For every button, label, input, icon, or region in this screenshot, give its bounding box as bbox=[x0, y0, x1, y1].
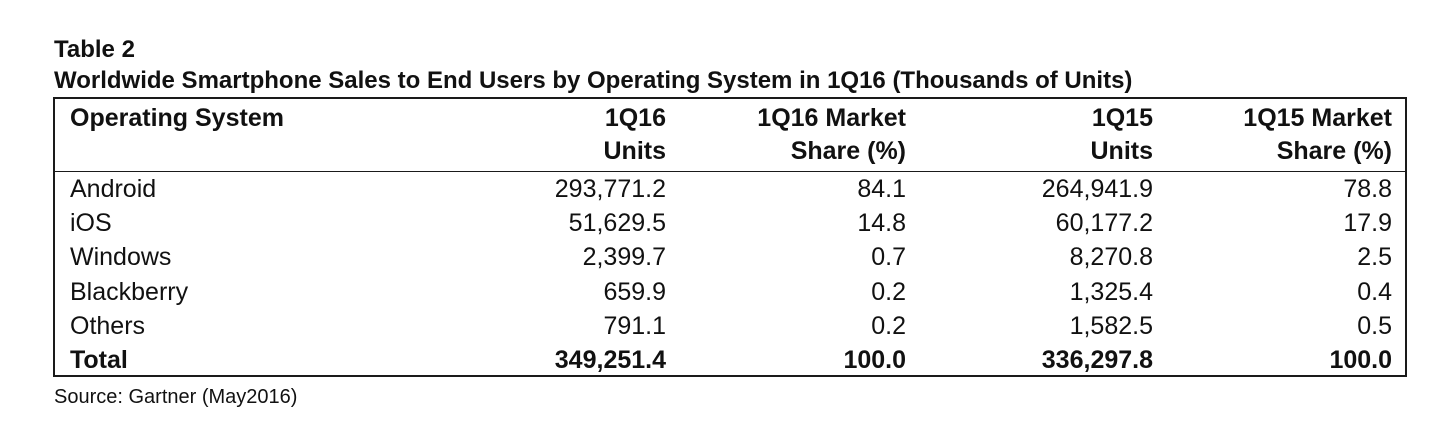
cell-share-1q15: 2.5 bbox=[1357, 243, 1392, 272]
column-header-line: Units bbox=[603, 137, 667, 165]
cell-share-1q15: 78.8 bbox=[1343, 175, 1392, 203]
table-row: iOS 51,629.5 14.8 60,177.2 17.9 bbox=[55, 206, 1405, 240]
column-header-units-1q15: 1Q15 Units bbox=[1091, 102, 1154, 168]
column-header-line: 1Q16 Market bbox=[757, 104, 906, 132]
cell-share-1q15: 100.0 bbox=[1329, 346, 1392, 374]
table-row: Others 791.1 0.2 1,582.5 0.5 bbox=[55, 309, 1405, 343]
cell-os: Windows bbox=[70, 243, 172, 272]
source-note: Source: Gartner (May2016) bbox=[54, 386, 298, 408]
table-total-row: Total 349,251.4 100.0 336,297.8 100.0 bbox=[55, 343, 1405, 377]
table-header-row: Operating System 1Q16 Units 1Q16 Market Shar… bbox=[55, 102, 1405, 170]
cell-os: Others bbox=[70, 311, 146, 340]
cell-share-1q16: 0.2 bbox=[871, 277, 906, 306]
cell-units-1q15: 8,270.8 bbox=[1069, 243, 1153, 272]
table-subtitle: Worldwide Smartphone Sales to End Users … bbox=[54, 67, 1133, 94]
cell-units-1q16: 293,771.2 bbox=[554, 175, 666, 203]
column-header-line: 1Q15 bbox=[1091, 104, 1153, 132]
cell-share-1q15: 0.5 bbox=[1357, 311, 1392, 340]
column-header-line: Share (%) bbox=[790, 137, 906, 165]
cell-units-1q16: 791.1 bbox=[603, 311, 666, 340]
column-header-line: 1Q15 Market bbox=[1243, 104, 1392, 132]
cell-os: iOS bbox=[70, 209, 112, 238]
cell-units-1q16: 51,629.5 bbox=[568, 209, 666, 238]
column-header-line: 1Q16 bbox=[604, 104, 666, 132]
cell-share-1q15: 17.9 bbox=[1343, 209, 1392, 238]
cell-units-1q15: 1,325.4 bbox=[1069, 277, 1153, 306]
cell-os: Blackberry bbox=[70, 277, 189, 306]
data-table: Operating System 1Q16 Units 1Q16 Market Shar… bbox=[53, 97, 1407, 377]
cell-share-1q16: 100.0 bbox=[843, 346, 906, 374]
table-title: Table 2 bbox=[54, 36, 135, 63]
cell-units-1q16: 349,251.4 bbox=[554, 346, 666, 374]
cell-units-1q16: 659.9 bbox=[603, 277, 666, 306]
cell-share-1q16: 0.7 bbox=[871, 243, 906, 272]
cell-share-1q15: 0.4 bbox=[1357, 277, 1392, 306]
cell-os: Android bbox=[70, 175, 157, 203]
column-header-line: Operating System bbox=[70, 104, 284, 132]
cell-share-1q16: 84.1 bbox=[857, 175, 906, 203]
table-row: Android 293,771.2 84.1 264,941.9 78.8 bbox=[55, 172, 1405, 206]
cell-units-1q16: 2,399.7 bbox=[582, 243, 666, 272]
column-header-os: Operating System bbox=[70, 102, 284, 135]
cell-share-1q16: 14.8 bbox=[857, 209, 906, 238]
cell-share-1q16: 0.2 bbox=[871, 311, 906, 340]
column-header-share-1q15: 1Q15 Market Share (%) bbox=[1243, 102, 1392, 168]
table-row: Windows 2,399.7 0.7 8,270.8 2.5 bbox=[55, 240, 1405, 274]
cell-units-1q15: 1,582.5 bbox=[1069, 311, 1153, 340]
column-header-units-1q16: 1Q16 Units bbox=[604, 102, 667, 168]
column-header-line: Units bbox=[1090, 137, 1154, 165]
cell-os: Total bbox=[70, 346, 128, 374]
cell-units-1q15: 60,177.2 bbox=[1055, 209, 1153, 238]
column-header-line: Share (%) bbox=[1276, 137, 1392, 165]
table-row: Blackberry 659.9 0.2 1,325.4 0.4 bbox=[55, 275, 1405, 309]
cell-units-1q15: 264,941.9 bbox=[1041, 175, 1153, 203]
header-divider bbox=[55, 171, 1405, 172]
column-header-share-1q16: 1Q16 Market Share (%) bbox=[757, 102, 906, 168]
cell-units-1q15: 336,297.8 bbox=[1041, 346, 1153, 374]
table-caption: Table 2 Worldwide Smartphone Sales to En… bbox=[54, 34, 1132, 96]
